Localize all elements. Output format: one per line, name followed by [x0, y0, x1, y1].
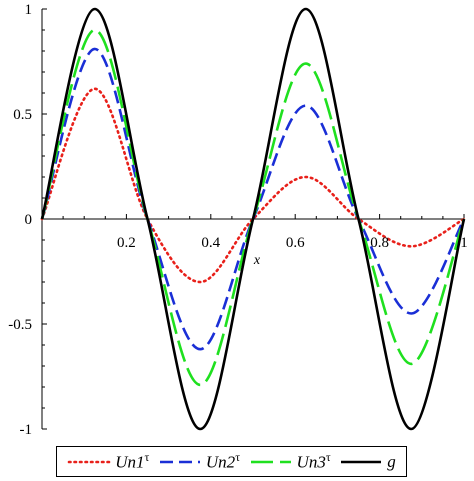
series-line-un2 — [40, 47, 466, 351]
tick-labels: 1 0.5 0 -0.5 -1 0.2 0.4 0.6 0.8 1 x — [8, 2, 468, 438]
y-tick-label: 1 — [25, 2, 33, 18]
y-tick-label: -0.5 — [8, 317, 32, 333]
series-line-un3 — [40, 28, 466, 387]
legend-label: Un1τ — [115, 450, 149, 473]
legend-swatch — [341, 460, 382, 463]
x-tick-label: 0.6 — [286, 235, 305, 251]
legend-label: Un3τ — [297, 450, 331, 473]
legend-superscript: τ — [144, 450, 150, 465]
legend-item-g: g — [339, 452, 396, 472]
y-tick-label: 0.5 — [13, 107, 32, 123]
legend-swatch — [67, 460, 111, 463]
x-tick-label: 0.2 — [117, 235, 136, 251]
legend-swatch — [159, 460, 200, 463]
series-line-un1 — [40, 87, 466, 284]
legend-label: Un2τ — [206, 450, 240, 473]
legend: Un1τ Un2τ Un3τ g — [56, 446, 407, 477]
series-line-g — [40, 7, 466, 431]
y-tick-label: -1 — [20, 422, 33, 438]
legend-series-name: g — [387, 451, 396, 471]
x-tick-label: 0.4 — [201, 235, 220, 251]
legend-superscript: τ — [325, 450, 331, 465]
x-axis-label: x — [253, 253, 261, 268]
legend-superscript: τ — [235, 450, 241, 465]
x-tick-label: 0.8 — [370, 235, 389, 251]
legend-item-un1: Un1τ — [67, 450, 149, 473]
x-tick-label: 1 — [460, 235, 468, 251]
legend-label: g — [387, 452, 396, 472]
legend-item-un3: Un3τ — [249, 450, 331, 473]
legend-item-un2: Un2τ — [158, 450, 240, 473]
legend-series-name: Un1 — [115, 452, 145, 472]
legend-swatch — [250, 460, 291, 463]
curves — [40, 7, 466, 431]
chart-plot: 1 0.5 0 -0.5 -1 0.2 0.4 0.6 0.8 1 x — [8, 2, 468, 438]
legend-series-name: Un2 — [205, 452, 236, 472]
y-tick-label: 0 — [25, 212, 33, 228]
legend-series-name: Un3 — [296, 452, 326, 472]
